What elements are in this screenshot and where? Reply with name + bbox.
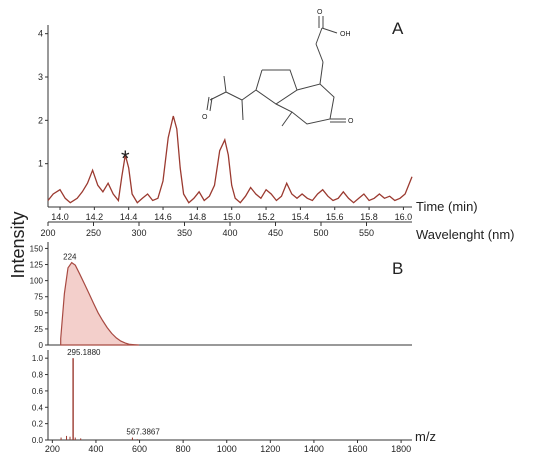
ms-y-ticks: 0.0 0.2 0.4 0.6 0.8 1.0 bbox=[32, 354, 48, 445]
mz-tick-label: 800 bbox=[176, 444, 191, 454]
time-tick-label: 14.4 bbox=[120, 212, 138, 222]
mz-tick-label: 1200 bbox=[260, 444, 280, 454]
uv-y-tick-label: 75 bbox=[34, 293, 43, 302]
wavelength-tick-label: 550 bbox=[359, 228, 374, 238]
uv-absorbance-area bbox=[60, 261, 140, 346]
wavelength-axis-title: Wavelenght (nm) bbox=[416, 227, 515, 242]
atom-label-oh: OH bbox=[340, 31, 351, 38]
mz-tick-label: 1800 bbox=[391, 444, 411, 454]
time-tick-label: 15.2 bbox=[257, 212, 275, 222]
time-tick-label: 15.4 bbox=[292, 212, 310, 222]
ms-y-tick-label: 0.0 bbox=[32, 436, 44, 445]
intensity-tick-label: 3 bbox=[38, 72, 43, 82]
panel-a-x-ticks: 14.0 14.2 14.4 14.6 14.8 15.0 15.2 15.4 15.6 15.8… bbox=[51, 207, 412, 222]
wavelength-tick-label: 250 bbox=[86, 228, 101, 238]
atom-label-o-ketone-right: O bbox=[348, 118, 354, 125]
atom-label-o-ketone-left: O bbox=[202, 114, 208, 121]
time-tick-label: 14.0 bbox=[51, 212, 69, 222]
time-tick-label: 14.6 bbox=[154, 212, 172, 222]
panel-b-letter: B bbox=[392, 259, 403, 278]
panel-b-mass-spectrum: 200 400 600 800 1000 1200 1400 1600 1800 0.00.20… bbox=[32, 348, 436, 454]
intensity-tick-label: 2 bbox=[38, 115, 43, 125]
wavelength-tick-label: 450 bbox=[268, 228, 283, 238]
mz-tick-label: 600 bbox=[132, 444, 147, 454]
atom-label-o-acid: O bbox=[317, 9, 323, 16]
time-tick-label: 15.0 bbox=[223, 212, 241, 222]
uv-y-tick-label: 100 bbox=[30, 277, 44, 286]
uv-y-tick-label: 25 bbox=[34, 325, 43, 334]
mz-tick-label: 400 bbox=[88, 444, 103, 454]
uv-x-ticks: 200 250 300 350 400 450 500 550 bbox=[40, 222, 374, 238]
time-tick-label: 15.8 bbox=[360, 212, 378, 222]
mz-tick-label: 1000 bbox=[217, 444, 237, 454]
mz-tick-label: 1400 bbox=[304, 444, 324, 454]
panel-b-uv-spectrum: 200 250 300 350 400 450 500 550 0 25 50 75 100 125 15… bbox=[30, 221, 515, 350]
ms-peak-label: 567.3867 bbox=[126, 428, 160, 437]
ms-y-tick-label: 0.4 bbox=[32, 403, 44, 412]
time-tick-label: 14.8 bbox=[189, 212, 207, 222]
ms-x-ticks: 200 400 600 800 1000 1200 1400 1600 1800 bbox=[45, 440, 411, 454]
uv-y-tick-label: 150 bbox=[30, 244, 44, 253]
wavelength-tick-label: 300 bbox=[131, 228, 146, 238]
uv-y-tick-label: 50 bbox=[34, 309, 43, 318]
time-tick-label: 16.0 bbox=[395, 212, 413, 222]
intensity-tick-label: 4 bbox=[38, 29, 43, 39]
intensity-tick-label: 1 bbox=[38, 159, 43, 169]
ms-peak-label: 295.1880 bbox=[67, 348, 101, 357]
uv-y-ticks: 0 25 50 75 100 125 150 bbox=[30, 244, 48, 350]
chromatogram-line bbox=[47, 115, 413, 204]
ms-y-tick-label: 1.0 bbox=[32, 354, 44, 363]
uv-peak-label: 224 bbox=[63, 252, 77, 261]
ms-y-tick-label: 0.6 bbox=[32, 387, 44, 396]
ms-peak-labels: 295.1880 567.3867 bbox=[67, 348, 160, 436]
mz-tick-label: 1600 bbox=[347, 444, 367, 454]
panel-a-letter: A bbox=[392, 19, 404, 38]
time-tick-label: 15.6 bbox=[326, 212, 344, 222]
ms-peaks bbox=[60, 358, 138, 440]
ms-y-tick-label: 0.8 bbox=[32, 371, 44, 380]
wavelength-tick-label: 350 bbox=[177, 228, 192, 238]
panel-a-chromatogram: 1 2 3 4 14.0 14.2 14.4 14.6 14.8 15.0 15.2 15.4 15.… bbox=[38, 19, 478, 222]
wavelength-tick-label: 400 bbox=[222, 228, 237, 238]
mz-axis-title: m/z bbox=[415, 429, 436, 444]
mz-tick-label: 200 bbox=[45, 444, 60, 454]
intensity-axis-title: Intensity bbox=[8, 211, 28, 278]
wavelength-tick-label: 200 bbox=[40, 228, 55, 238]
uv-y-tick-label: 0 bbox=[39, 341, 44, 350]
time-axis-title: Time (min) bbox=[416, 199, 478, 214]
panel-a-y-ticks: 1 2 3 4 bbox=[38, 29, 48, 169]
wavelength-tick-label: 500 bbox=[313, 228, 328, 238]
ms-y-tick-label: 0.2 bbox=[32, 420, 44, 429]
time-tick-label: 14.2 bbox=[86, 212, 104, 222]
uv-y-tick-label: 125 bbox=[30, 261, 44, 270]
peak-marker-asterisk: * bbox=[121, 146, 130, 171]
molecule-structure bbox=[206, 16, 346, 127]
